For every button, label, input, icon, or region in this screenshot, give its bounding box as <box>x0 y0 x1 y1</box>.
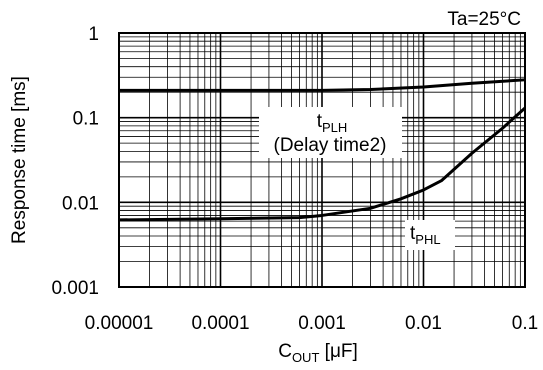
tphl-label-main: t <box>410 223 416 244</box>
y-tick-label: 0.001 <box>51 278 99 299</box>
tplh-label-bg <box>259 107 402 158</box>
tplh-label: tPLH <box>317 111 348 135</box>
series-line-tPLH <box>119 78 526 92</box>
x-tick-label: 0.001 <box>298 313 346 334</box>
x-tick-label: 0.1 <box>512 313 538 334</box>
x-axis-title-sub: OUT <box>292 350 320 365</box>
tplh-note: (Delay time2) <box>274 135 387 156</box>
y-tick-labels: 0.001 0.01 0.1 1 <box>51 24 99 299</box>
condition-label: Ta=25°C <box>447 9 521 30</box>
x-axis-title-unit: [μF] <box>319 341 357 362</box>
tplh-label-sub: PLH <box>322 120 347 135</box>
y-tick-label: 1 <box>88 24 99 45</box>
x-tick-label: 0.00001 <box>85 313 154 334</box>
tphl-label: tPHL <box>410 223 441 247</box>
tplh-label-main: t <box>317 111 323 132</box>
y-tick-label: 0.1 <box>73 109 99 130</box>
y-axis-title: Response time [ms] <box>9 76 30 244</box>
series-line-tPHL <box>118 106 527 222</box>
plot-frame <box>118 32 526 288</box>
x-tick-label: 0.01 <box>405 313 442 334</box>
x-tick-labels: 0.00001 0.0001 0.001 0.01 0.1 <box>85 313 539 334</box>
x-tick-label: 0.0001 <box>191 313 249 334</box>
condition-label-bg <box>425 3 525 31</box>
tphl-label-sub: PHL <box>415 232 440 247</box>
x-axis-title-main: C <box>278 341 292 362</box>
series-lines <box>118 78 527 222</box>
x-axis-title: COUT [μF] <box>278 341 358 365</box>
y-tick-label: 0.01 <box>62 193 99 214</box>
tphl-label-bg <box>405 220 455 250</box>
